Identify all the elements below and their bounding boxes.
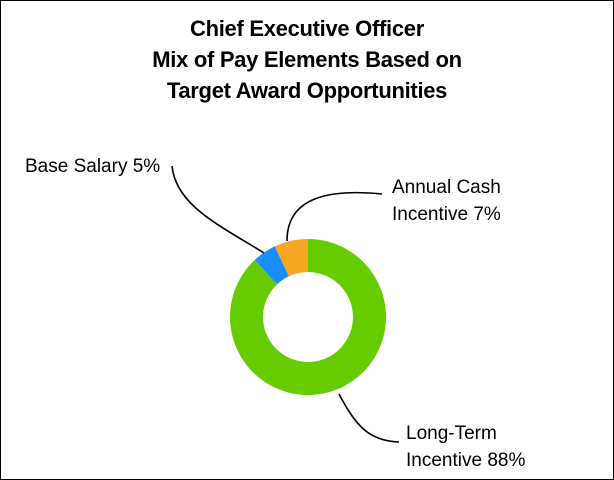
- slice-labels: Base Salary 5% Annual Cash Incentive 7% …: [25, 156, 525, 471]
- label-annual-cash-line-1: Annual Cash: [392, 177, 501, 198]
- label-long-term-line-2: Incentive 88%: [406, 450, 525, 471]
- slice-long-term-incentive: [230, 239, 386, 395]
- chart-title-line-3: Target Award Opportunities: [166, 78, 448, 103]
- slice-base-salary: [254, 246, 289, 285]
- label-annual-cash-line-2: Incentive 7%: [392, 204, 501, 225]
- label-long-term-line-1: Long-Term: [406, 423, 497, 444]
- leader-line-long-term-incentive: [338, 393, 400, 443]
- chart-title-line-1: Chief Executive Officer: [190, 16, 424, 41]
- label-base-salary: Base Salary 5%: [25, 156, 160, 177]
- leader-lines: [171, 165, 400, 443]
- leader-line-annual-cash-incentive: [286, 191, 383, 242]
- slice-annual-cash-incentive: [274, 239, 308, 277]
- leader-line-base-salary: [171, 165, 265, 254]
- chart-title: Chief Executive Officer Mix of Pay Eleme…: [1, 13, 613, 106]
- donut-slices: [230, 239, 386, 395]
- chart-title-line-2: Mix of Pay Elements Based on: [152, 47, 462, 72]
